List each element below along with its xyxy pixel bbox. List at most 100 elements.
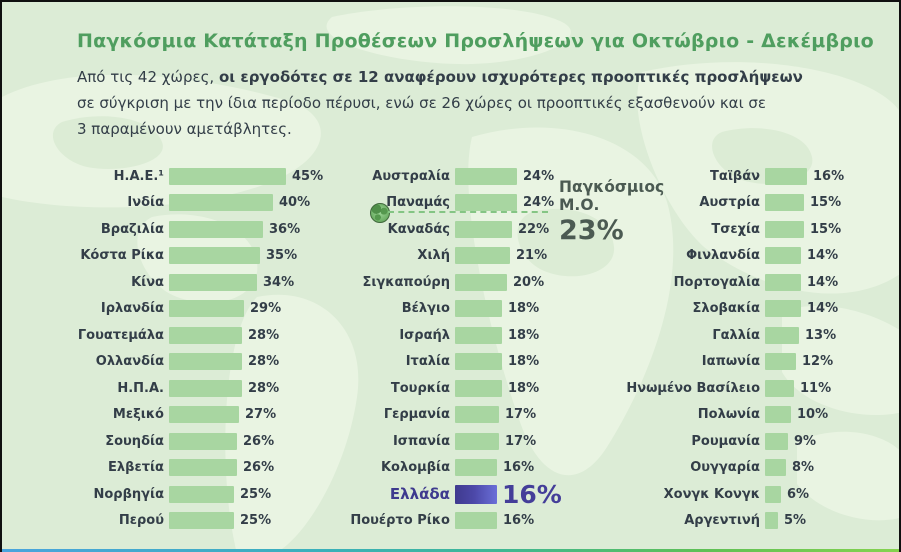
country-row: Χιλή 21% <box>333 243 562 270</box>
country-bar <box>765 326 799 344</box>
country-label: Τσεχία <box>711 221 760 237</box>
country-value: 10% <box>797 407 829 423</box>
country-label: Χιλή <box>417 248 450 264</box>
country-row: Νορβηγία 25% <box>42 481 323 508</box>
country-value: 15% <box>810 221 842 237</box>
country-bar <box>455 273 507 291</box>
country-label: Κολομβία <box>380 460 450 476</box>
country-label: Αυστραλία <box>372 168 450 184</box>
country-row: Ουγγαρία 8% <box>620 455 844 482</box>
country-label: Πορτογαλία <box>673 274 760 290</box>
country-label: Κόστα Ρίκα <box>80 248 164 264</box>
country-bar <box>455 326 502 344</box>
country-value: 17% <box>505 433 537 449</box>
country-label: Η.Α.Ε.¹ <box>113 168 164 184</box>
country-label: Χονγκ Κονγκ <box>663 486 760 502</box>
country-label: Περού <box>118 513 164 529</box>
country-bar <box>455 379 502 397</box>
country-value: 9% <box>794 433 817 449</box>
country-value: 8% <box>792 460 815 476</box>
intro-line3: 3 παραμένουν αμετάβλητες. <box>77 120 292 138</box>
country-row: Ισραήλ 18% <box>333 322 562 349</box>
country-label: Φινλανδία <box>686 248 760 264</box>
ranking-column-3: Ταϊβάν 16% Αυστρία 15% Τσεχία 15% Φινλαν… <box>620 163 844 534</box>
country-row: Ιρλανδία 29% <box>42 296 323 323</box>
country-label: Σιγκαπούρη <box>362 274 450 290</box>
country-bar <box>455 484 497 504</box>
country-bar <box>765 459 786 477</box>
country-label: Ελβετία <box>108 460 164 476</box>
country-row: Γουατεμάλα 28% <box>42 322 323 349</box>
ranking-column-2: Αυστραλία 24% Παναμάς 24% Καναδάς 22% Χι… <box>333 163 562 534</box>
country-label: Παναμάς <box>386 195 450 211</box>
country-value: 18% <box>508 327 540 343</box>
country-bar <box>169 432 237 450</box>
country-value: 40% <box>279 195 311 211</box>
country-value: 20% <box>513 274 545 290</box>
global-average-dashed-line <box>388 211 548 213</box>
global-average-value: 23% <box>559 215 624 246</box>
country-value: 24% <box>523 168 555 184</box>
country-value: 16% <box>503 460 535 476</box>
country-label: Νορβηγία <box>93 486 164 502</box>
country-bar <box>455 247 510 265</box>
country-bar <box>765 485 781 503</box>
country-bar <box>765 379 794 397</box>
country-label: Ινδία <box>127 195 164 211</box>
country-label: Ισπανία <box>392 433 450 449</box>
page-title: Παγκόσμια Κατάταξη Προθέσεων Προσλήψεων … <box>77 30 874 52</box>
country-value: 11% <box>800 380 832 396</box>
country-bar <box>455 432 499 450</box>
country-bar <box>169 485 234 503</box>
country-label: Ρουμανία <box>691 433 760 449</box>
country-bar <box>765 432 788 450</box>
country-value: 21% <box>516 248 548 264</box>
country-label: Γουατεμάλα <box>77 327 164 343</box>
country-row: Ρουμανία 9% <box>620 428 844 455</box>
country-row: Πορτογαλία 14% <box>620 269 844 296</box>
country-bar <box>169 459 237 477</box>
country-row: Ελλάδα 16% <box>333 480 562 509</box>
country-value: 35% <box>266 248 298 264</box>
country-bar <box>169 353 242 371</box>
country-bar <box>765 194 804 212</box>
country-label: Ιταλία <box>405 354 450 370</box>
country-value: 34% <box>263 274 295 290</box>
country-label: Τουρκία <box>390 380 450 396</box>
country-bar <box>455 300 502 318</box>
country-bar <box>169 300 244 318</box>
country-value: 16% <box>503 513 535 529</box>
country-label: Σλοβακία <box>692 301 760 317</box>
country-value: 18% <box>508 354 540 370</box>
country-bar <box>455 220 512 238</box>
country-value: 6% <box>787 486 810 502</box>
country-label: Ουγγαρία <box>690 460 760 476</box>
country-row: Η.Π.Α. 28% <box>42 375 323 402</box>
country-value: 14% <box>807 274 839 290</box>
country-row: Σιγκαπούρη 20% <box>333 269 562 296</box>
country-bar <box>455 459 497 477</box>
country-row: Ελβετία 26% <box>42 455 323 482</box>
country-value: 14% <box>807 301 839 317</box>
intro-line2: σε σύγκριση με την ίδια περίοδο πέρυσι, … <box>77 94 767 112</box>
country-bar <box>169 167 286 185</box>
country-row: Ισπανία 17% <box>333 428 562 455</box>
country-value: 29% <box>250 301 282 317</box>
country-bar <box>765 406 791 424</box>
country-value: 5% <box>784 513 807 529</box>
country-value: 28% <box>248 327 280 343</box>
ranking-column-1: Η.Α.Ε.¹ 45% Ινδία 40% Βραζιλία 36% Κόστα… <box>42 163 323 534</box>
country-row: Ηνωμένο Βασίλειο 11% <box>620 375 844 402</box>
country-value: 14% <box>807 248 839 264</box>
country-value: 12% <box>802 354 834 370</box>
country-bar <box>455 167 517 185</box>
global-average-label-line2: Μ.Ο. <box>559 196 600 214</box>
country-label: Ιρλανδία <box>100 301 164 317</box>
country-label: Πουέρτο Ρίκο <box>350 513 450 529</box>
global-average-label-line1: Παγκόσμιος <box>559 178 665 196</box>
country-label: Ιαπωνία <box>701 354 760 370</box>
country-bar <box>765 273 801 291</box>
country-value: 25% <box>240 513 272 529</box>
country-row: Η.Α.Ε.¹ 45% <box>42 163 323 190</box>
